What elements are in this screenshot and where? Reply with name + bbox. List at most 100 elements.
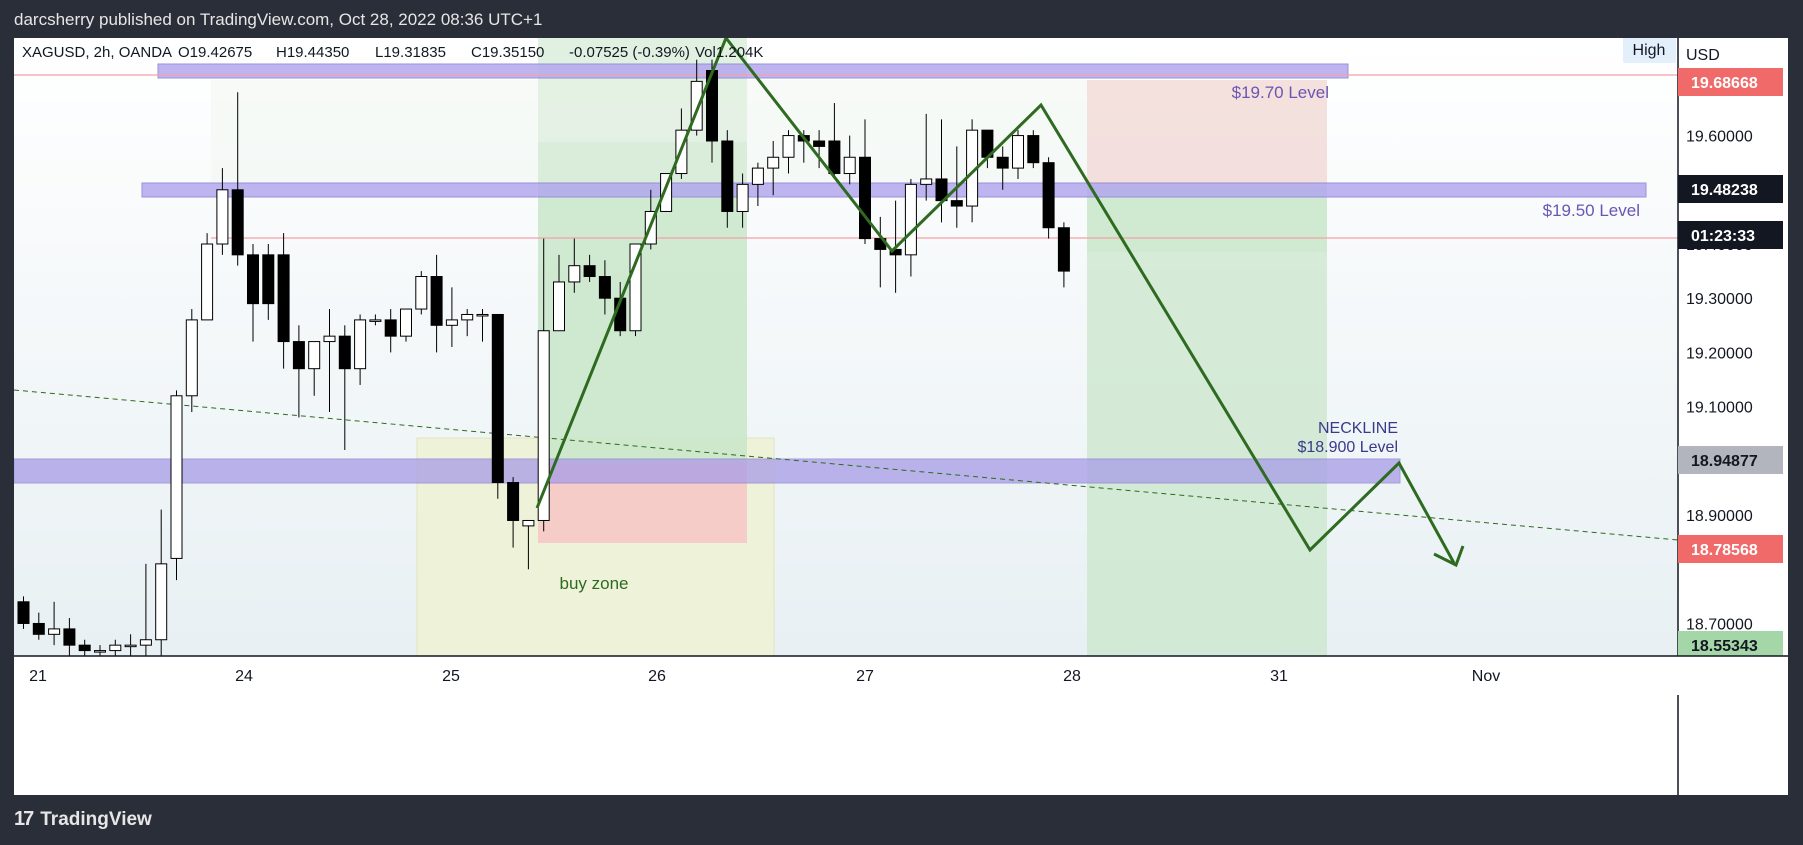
candle: [767, 141, 780, 196]
candle-body: [369, 319, 382, 322]
candle-body: [598, 276, 611, 299]
high-button[interactable]: High: [1633, 42, 1666, 59]
candle: [415, 271, 428, 315]
candle: [63, 618, 76, 656]
candle: [369, 314, 382, 326]
legend-symbol: XAGUSD, 2h, OANDA: [22, 44, 172, 61]
candle-body: [17, 601, 30, 624]
candle: [201, 233, 214, 321]
candle: [843, 135, 856, 185]
candle: [48, 601, 61, 646]
candle-body: [415, 276, 428, 310]
time-ticks: 21 24 25 26 27 28 31 Nov: [29, 668, 1500, 685]
candle: [400, 308, 412, 342]
legend-close: C19.35150: [471, 44, 544, 61]
candle: [522, 519, 535, 570]
price-tick-label: 18.90000: [1686, 508, 1753, 525]
candle-body: [629, 243, 642, 332]
candle: [751, 162, 764, 207]
time-tick-label: 21: [29, 668, 47, 685]
short-target-zone: [1087, 252, 1327, 656]
candle-body: [1042, 162, 1055, 229]
price-label-bg: [1678, 68, 1783, 96]
candle-body: [170, 395, 183, 559]
high-button-bg[interactable]: [1623, 38, 1676, 63]
price-label: 19.48238: [1691, 182, 1758, 199]
tradingview-logo[interactable]: 17 TradingView: [14, 808, 152, 831]
candle-body: [751, 167, 764, 185]
candle-body: [537, 330, 550, 521]
ohlc-legend: XAGUSD, 2h, OANDA O19.42675 H19.44350 L1…: [22, 44, 763, 61]
candle: [920, 113, 933, 201]
legend-volume: Vol1.204K: [695, 44, 763, 61]
tradingview-logo-icon: 17: [14, 808, 34, 830]
candle: [32, 612, 45, 640]
candle: [231, 92, 244, 266]
candle: [17, 596, 30, 629]
candle-body: [1012, 135, 1024, 169]
candle: [1012, 130, 1024, 179]
candle-body: [782, 135, 795, 158]
price-label: 01:23:33: [1691, 228, 1755, 245]
time-tick-label: 28: [1063, 668, 1081, 685]
candle-body: [843, 156, 856, 175]
candle-body: [1027, 135, 1040, 164]
candle-body: [155, 563, 168, 641]
price-tick-label: 18.70000: [1686, 616, 1753, 633]
price-tick-label: 19.30000: [1686, 291, 1753, 308]
price-label: 18.78568: [1691, 542, 1758, 559]
candle-body: [721, 140, 734, 212]
time-axis[interactable]: [14, 656, 1788, 695]
candle: [1027, 130, 1040, 169]
candle-body: [292, 341, 305, 370]
candle-body: [400, 308, 412, 337]
candle-body: [78, 644, 91, 652]
candle-body: [859, 156, 871, 240]
price-label-bg: [1678, 221, 1783, 249]
annotation-buy-zone: buy zone: [560, 574, 629, 593]
short-zone-background: [211, 80, 1327, 186]
annotation-1970: $19.70 Level: [1232, 83, 1329, 102]
legend-low: L19.31835: [375, 44, 446, 61]
candle: [170, 390, 183, 581]
chart-frame[interactable]: $19.70 Level $19.50 Level NECKLINE $18.9…: [14, 38, 1788, 795]
candle: [185, 309, 198, 413]
candle-body: [507, 482, 520, 521]
candle: [430, 254, 443, 353]
price-tick-label: 19.10000: [1686, 400, 1753, 417]
level-band-18900: [14, 458, 1401, 484]
pattern-zigzag-line: [535, 38, 1456, 564]
legend-change: -0.07525 (-0.39%): [569, 44, 690, 61]
footer: [0, 795, 1803, 845]
candle-body: [48, 628, 61, 635]
candle-body: [736, 183, 749, 212]
candle-body: [32, 622, 45, 635]
price-chart[interactable]: $19.70 Level $19.50 Level NECKLINE $18.9…: [14, 38, 1788, 795]
candle-body: [828, 140, 841, 175]
candle-body: [185, 319, 198, 397]
time-tick-label: 26: [648, 668, 666, 685]
candle-body: [124, 644, 137, 648]
candle-body: [461, 313, 474, 321]
candle: [308, 341, 321, 396]
candle: [292, 325, 305, 418]
price-label-bg: [1678, 175, 1783, 203]
candle-body: [94, 650, 106, 653]
candle-body: [996, 156, 1009, 169]
candle: [461, 309, 474, 337]
candle: [1057, 222, 1070, 288]
annotation-18900: $18.900 Level: [1297, 439, 1398, 456]
candle-body: [660, 173, 673, 212]
annotation-neckline: NECKLINE: [1318, 420, 1398, 437]
candle: [721, 130, 734, 228]
published-text: darcsherry published on TradingView.com,…: [14, 10, 543, 29]
candle: [690, 59, 703, 136]
time-tick-label: 31: [1270, 668, 1288, 685]
candle-body: [201, 243, 214, 321]
candle: [262, 244, 275, 320]
candle: [94, 645, 106, 656]
price-label: 18.94877: [1691, 453, 1758, 470]
candle-body: [491, 313, 504, 484]
candle: [323, 309, 336, 413]
candle: [139, 563, 152, 656]
